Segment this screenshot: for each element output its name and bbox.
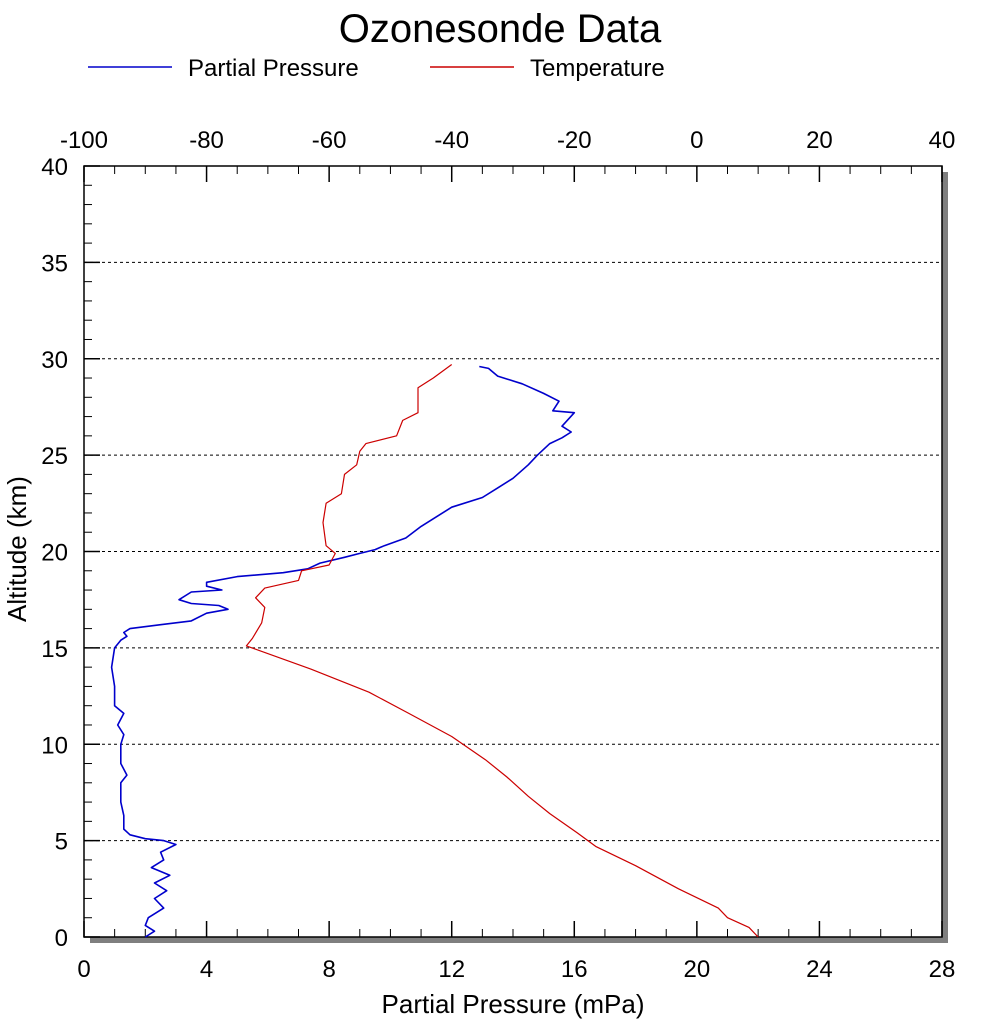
x-bottom-tick-label: 8 <box>322 956 335 983</box>
series-lines <box>110 364 759 938</box>
y-tick-label: 15 <box>41 636 68 663</box>
x-top-tick-label: 0 <box>690 127 703 154</box>
x-bottom-tick-label: 24 <box>806 956 833 983</box>
y-tick-label: 35 <box>41 250 68 277</box>
series-line-temperature <box>245 364 759 938</box>
legend-label-partial-pressure: Partial Pressure <box>188 55 359 82</box>
y-tick-label: 0 <box>55 925 68 952</box>
y-tick-label: 20 <box>41 540 68 567</box>
y-tick-label: 40 <box>41 154 68 181</box>
legend: Partial Pressure Temperature <box>88 55 665 82</box>
axis-ticks <box>83 165 943 938</box>
tick-labels: 0 5 10 15 20 25 30 35 40 0 4 8 12 16 20 24 28 -100 -80 -60 -… <box>41 127 955 983</box>
x-top-tick-label: 40 <box>929 127 956 154</box>
x-axis-title: Partial Pressure (mPa) <box>382 989 645 1019</box>
x-top-tick-label: -20 <box>557 127 592 154</box>
x-top-tick-label: -60 <box>312 127 347 154</box>
x-top-tick-label: -80 <box>189 127 224 154</box>
x-bottom-tick-label: 12 <box>438 956 465 983</box>
x-top-tick-label: -40 <box>434 127 469 154</box>
legend-label-temperature: Temperature <box>530 55 665 82</box>
x-bottom-tick-label: 20 <box>684 956 711 983</box>
chart-title: Ozonesonde Data <box>339 7 662 51</box>
y-tick-label: 10 <box>41 732 68 759</box>
y-tick-label: 5 <box>55 829 68 856</box>
x-top-tick-label: -100 <box>60 127 108 154</box>
x-bottom-tick-label: 16 <box>561 956 588 983</box>
x-top-tick-label: 20 <box>806 127 833 154</box>
y-tick-label: 25 <box>41 443 68 470</box>
x-bottom-tick-label: 0 <box>77 956 90 983</box>
y-axis-title: Altitude (km) <box>2 476 32 622</box>
x-bottom-tick-label: 4 <box>200 956 213 983</box>
x-bottom-tick-label: 28 <box>929 956 956 983</box>
series-line-partial-pressure <box>110 365 576 938</box>
y-tick-label: 30 <box>41 347 68 374</box>
gridlines <box>84 261 942 842</box>
